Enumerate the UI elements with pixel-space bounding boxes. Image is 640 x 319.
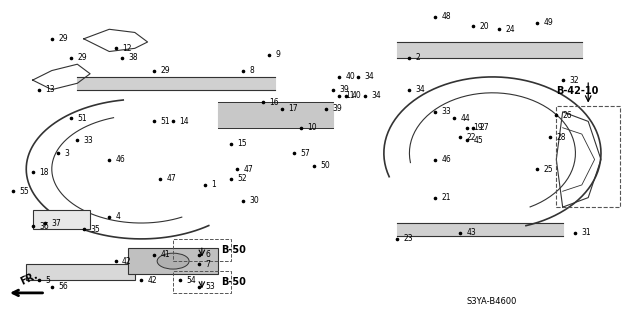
Text: 34: 34	[365, 72, 374, 81]
Text: 4: 4	[116, 212, 120, 221]
Text: 37: 37	[52, 219, 61, 227]
Text: 46: 46	[116, 155, 125, 164]
Text: 40: 40	[352, 92, 362, 100]
Text: 16: 16	[269, 98, 278, 107]
Text: 5: 5	[45, 276, 51, 285]
Text: 22: 22	[467, 133, 476, 142]
Bar	[173, 271, 230, 293]
Text: B-50: B-50	[221, 245, 246, 255]
Text: 27: 27	[479, 123, 489, 132]
Text: 32: 32	[569, 76, 579, 85]
Text: 47: 47	[243, 165, 253, 174]
Bar	[26, 264, 135, 280]
Text: 39: 39	[339, 85, 349, 94]
Text: 23: 23	[403, 234, 413, 243]
Text: 24: 24	[505, 25, 515, 34]
Text: 43: 43	[467, 228, 477, 237]
Text: 34: 34	[371, 92, 381, 100]
Bar	[33, 210, 90, 229]
Text: 34: 34	[416, 85, 426, 94]
Text: 25: 25	[543, 165, 553, 174]
Text: 8: 8	[250, 66, 255, 75]
Text: 21: 21	[442, 193, 451, 202]
Text: B-42-10: B-42-10	[556, 86, 598, 96]
Text: 55: 55	[20, 187, 29, 196]
Text: 45: 45	[473, 136, 483, 145]
Text: 53: 53	[205, 282, 215, 291]
Text: 42: 42	[122, 257, 132, 266]
Text: 57: 57	[301, 149, 310, 158]
Text: 12: 12	[122, 44, 132, 53]
Text: 7: 7	[205, 260, 210, 269]
Text: 42: 42	[148, 276, 157, 285]
Text: 46: 46	[442, 155, 451, 164]
Text: 50: 50	[320, 161, 330, 170]
Text: 41: 41	[161, 250, 170, 259]
Text: 3: 3	[65, 149, 69, 158]
Text: 13: 13	[45, 85, 55, 94]
Text: 2: 2	[416, 53, 420, 62]
Text: 47: 47	[167, 174, 177, 183]
Text: B-50: B-50	[221, 277, 246, 287]
Text: 30: 30	[250, 196, 259, 205]
Text: 17: 17	[288, 104, 298, 113]
Text: 19: 19	[473, 123, 483, 132]
Text: 48: 48	[442, 12, 451, 21]
Bar	[556, 106, 620, 207]
Text: 33: 33	[84, 136, 93, 145]
Text: 29: 29	[58, 34, 68, 43]
Text: 6: 6	[205, 250, 210, 259]
Text: 36: 36	[39, 222, 49, 231]
Text: 39: 39	[333, 104, 342, 113]
Text: 38: 38	[129, 53, 138, 62]
Text: 15: 15	[237, 139, 246, 148]
Text: 18: 18	[39, 168, 49, 177]
Text: 28: 28	[556, 133, 566, 142]
Text: 11: 11	[346, 92, 355, 100]
Text: 20: 20	[479, 22, 489, 31]
Text: 51: 51	[77, 114, 87, 123]
Text: 35: 35	[90, 225, 100, 234]
Text: 29: 29	[77, 53, 87, 62]
Text: 51: 51	[161, 117, 170, 126]
Text: FR.: FR.	[19, 270, 40, 286]
Text: 52: 52	[237, 174, 246, 183]
Text: 14: 14	[179, 117, 189, 126]
Text: 44: 44	[461, 114, 470, 123]
Bar	[129, 249, 218, 274]
Text: 49: 49	[543, 19, 553, 27]
Circle shape	[157, 253, 189, 269]
Text: S3YA-B4600: S3YA-B4600	[467, 297, 517, 306]
Text: 10: 10	[307, 123, 317, 132]
Text: 29: 29	[161, 66, 170, 75]
Text: 56: 56	[58, 282, 68, 291]
Text: 33: 33	[442, 108, 451, 116]
Text: 26: 26	[563, 111, 572, 120]
Text: 40: 40	[346, 72, 355, 81]
Text: 31: 31	[582, 228, 591, 237]
Text: 54: 54	[186, 276, 196, 285]
Text: 1: 1	[211, 181, 216, 189]
Text: 9: 9	[275, 50, 280, 59]
Bar	[173, 239, 230, 261]
